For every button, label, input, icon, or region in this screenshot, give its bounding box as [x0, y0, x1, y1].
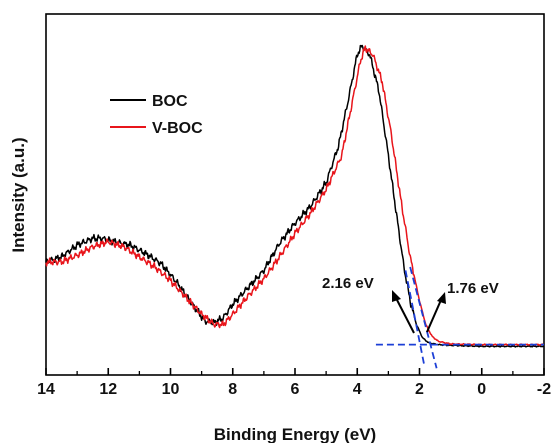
x-tick-label: 2 — [415, 381, 424, 398]
x-tick-label: 4 — [353, 381, 362, 398]
legend-label-boc: BOC — [152, 93, 188, 110]
annotation-arrow-right — [426, 299, 442, 333]
x-axis-tick-labels: 14 12 10 8 6 4 2 0 -2 — [37, 381, 551, 398]
series-line-boc — [45, 44, 545, 348]
annotation-1-76-ev: 1.76 eV — [447, 280, 499, 297]
plot-frame — [45, 13, 545, 376]
x-tick-label: 14 — [37, 381, 55, 398]
x-tick-label: 6 — [291, 381, 300, 398]
x-axis-title: Binding Energy (eV) — [214, 425, 376, 443]
tangent-guide-line-boc — [404, 270, 426, 366]
x-tick-label: 0 — [477, 381, 486, 398]
annotation-arrowhead-left — [392, 290, 401, 302]
x-tick-label: -2 — [537, 381, 551, 398]
tangent-guide-line-v-boc — [409, 266, 438, 369]
annotation-2-16-ev: 2.16 eV — [322, 275, 374, 292]
guide-lines — [375, 266, 544, 369]
annotations: 2.16 eV 1.76 eV — [322, 275, 499, 334]
series-line-v-boc — [45, 45, 545, 347]
x-tick-label: 12 — [99, 381, 117, 398]
x-tick-label: 10 — [162, 381, 180, 398]
legend: BOC V-BOC — [110, 93, 203, 137]
annotation-arrow-left — [395, 297, 415, 334]
x-axis-ticks — [45, 368, 545, 375]
legend-label-v-boc: V-BOC — [152, 120, 203, 137]
y-axis-title: Intensity (a.u.) — [9, 137, 28, 252]
x-tick-label: 8 — [228, 381, 237, 398]
series-layer — [45, 44, 545, 348]
annotation-arrowhead-right — [437, 292, 446, 304]
